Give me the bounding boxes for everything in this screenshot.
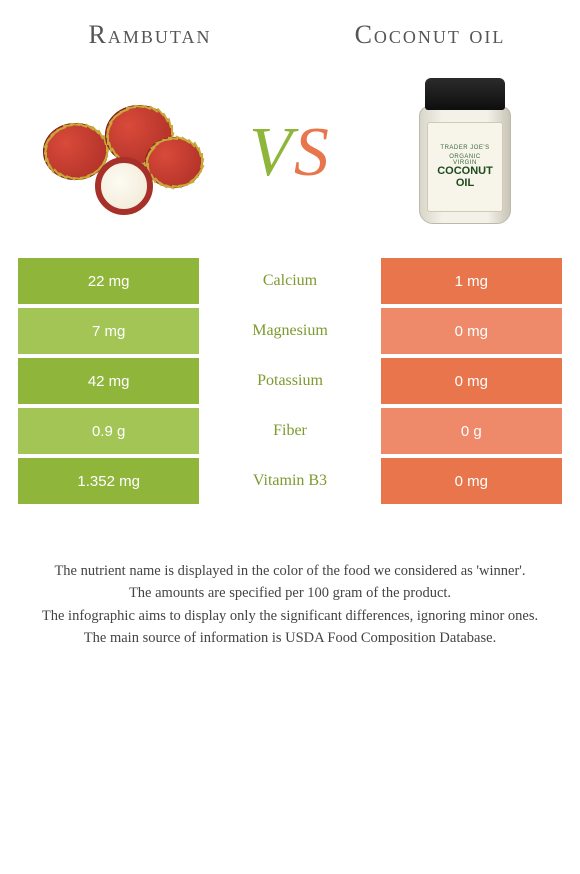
nutrient-row: 1.352 mgVitamin B30 mg xyxy=(18,458,562,504)
coconut-oil-image: TRADER JOE'S ORGANIC VIRGIN COCONUT OIL xyxy=(370,78,560,228)
nutrient-name: Vitamin B3 xyxy=(199,458,380,504)
left-value: 22 mg xyxy=(18,258,199,304)
right-value: 0 mg xyxy=(381,308,562,354)
nutrient-name: Magnesium xyxy=(199,308,380,354)
footer-line: The nutrient name is displayed in the co… xyxy=(16,560,564,582)
right-value: 0 mg xyxy=(381,358,562,404)
vs-s: S xyxy=(294,114,331,191)
title-left: Rambutan xyxy=(24,20,276,50)
images-row: VS TRADER JOE'S ORGANIC VIRGIN COCONUT O… xyxy=(0,60,580,258)
left-value: 42 mg xyxy=(18,358,199,404)
footer-line: The infographic aims to display only the… xyxy=(16,605,564,627)
right-value: 1 mg xyxy=(381,258,562,304)
titles-row: Rambutan Coconut oil xyxy=(0,0,580,60)
jar-brand: TRADER JOE'S xyxy=(440,145,489,151)
left-value: 7 mg xyxy=(18,308,199,354)
nutrient-name: Potassium xyxy=(199,358,380,404)
left-value: 1.352 mg xyxy=(18,458,199,504)
nutrient-row: 7 mgMagnesium0 mg xyxy=(18,308,562,354)
nutrient-row: 0.9 gFiber0 g xyxy=(18,408,562,454)
right-value: 0 mg xyxy=(381,458,562,504)
nutrient-name: Fiber xyxy=(199,408,380,454)
vs-v: V xyxy=(249,114,294,191)
vs-label: VS xyxy=(220,113,360,193)
footer-notes: The nutrient name is displayed in the co… xyxy=(0,508,580,650)
nutrient-table: 22 mgCalcium1 mg7 mgMagnesium0 mg42 mgPo… xyxy=(0,258,580,504)
footer-line: The amounts are specified per 100 gram o… xyxy=(16,582,564,604)
footer-line: The main source of information is USDA F… xyxy=(16,627,564,649)
left-value: 0.9 g xyxy=(18,408,199,454)
jar-big: COCONUT OIL xyxy=(428,166,502,189)
nutrient-name: Calcium xyxy=(199,258,380,304)
nutrient-row: 22 mgCalcium1 mg xyxy=(18,258,562,304)
rambutan-image xyxy=(20,78,210,228)
right-value: 0 g xyxy=(381,408,562,454)
nutrient-row: 42 mgPotassium0 mg xyxy=(18,358,562,404)
title-right: Coconut oil xyxy=(304,20,556,50)
